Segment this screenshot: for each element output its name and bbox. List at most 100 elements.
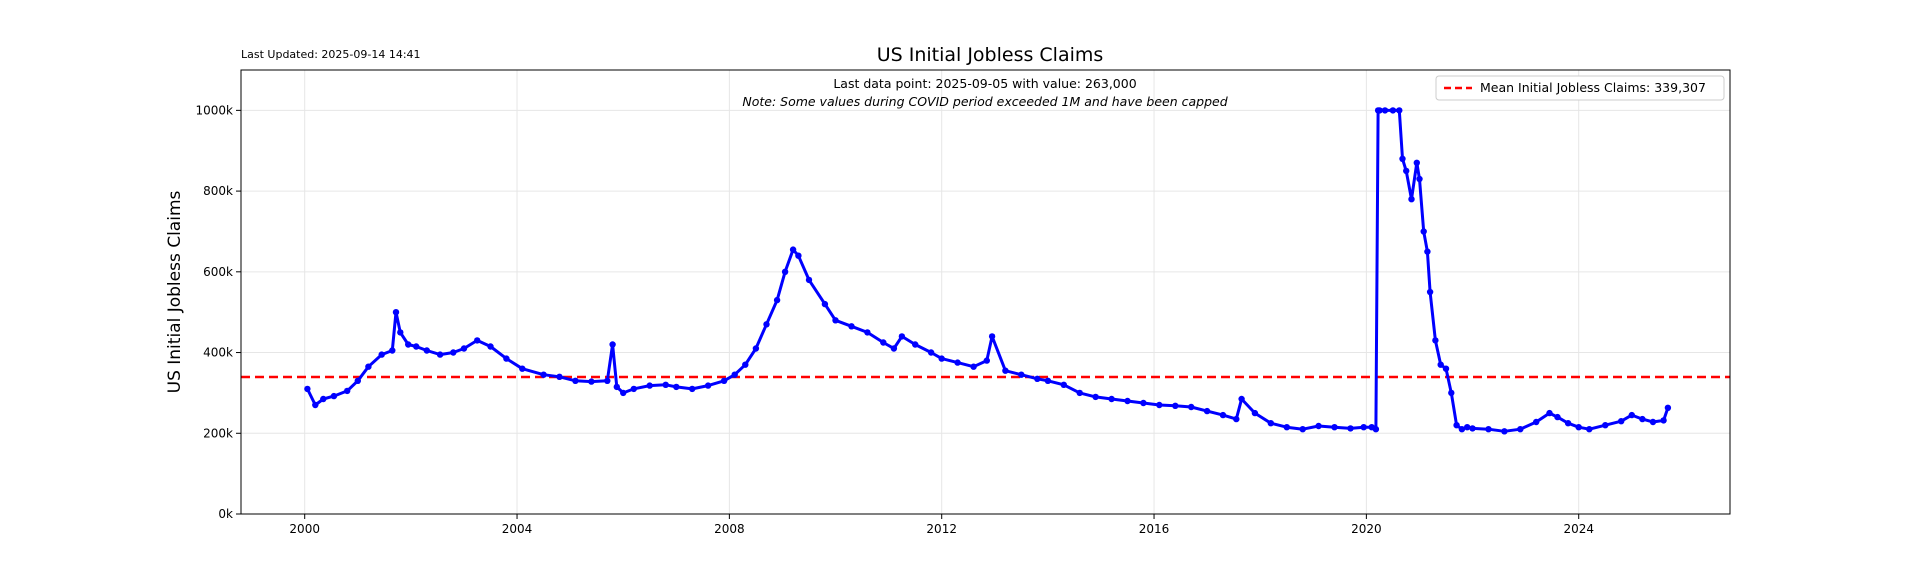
x-axis: 2000 2004 2008 2012 2016 2020 2024 <box>289 514 1594 536</box>
data-point <box>1432 337 1439 344</box>
data-point <box>1172 402 1179 409</box>
data-point <box>354 377 361 384</box>
data-point <box>720 377 728 384</box>
data-point <box>1416 175 1423 183</box>
x-tick-label: 2016 <box>1139 522 1170 536</box>
data-point <box>487 343 494 350</box>
data-point <box>1628 411 1636 419</box>
plot-frame <box>240 69 1731 515</box>
data-point <box>1233 415 1240 423</box>
data-point <box>613 383 620 391</box>
data-point <box>365 363 372 370</box>
data-point <box>572 377 579 384</box>
data-point <box>1238 395 1245 403</box>
data-point <box>312 401 319 409</box>
data-point <box>1188 403 1195 411</box>
data-point <box>1602 422 1609 429</box>
data-point <box>1448 389 1455 397</box>
data-point <box>1564 420 1572 427</box>
legend: Mean Initial Jobless Claims: 339,307 <box>1435 75 1725 101</box>
data-point <box>805 276 813 284</box>
data-point <box>413 343 420 350</box>
data-point <box>832 317 839 324</box>
data-point <box>1469 425 1476 432</box>
data-point <box>789 246 797 253</box>
data-point <box>1376 107 1383 114</box>
data-point <box>781 268 789 275</box>
data-point <box>1347 425 1354 432</box>
data-point <box>1124 397 1131 405</box>
data-point <box>1299 426 1306 433</box>
data-point <box>763 321 770 328</box>
last-updated-label: Last Updated: 2025-09-14 14:41 <box>241 48 421 61</box>
data-point <box>330 392 338 400</box>
data-point <box>1156 401 1163 409</box>
data-point <box>1315 422 1322 430</box>
y-tick-label: 800k <box>203 184 233 198</box>
data-point <box>983 357 990 364</box>
data-point <box>503 355 510 362</box>
data-point <box>704 382 712 389</box>
data-point <box>938 355 945 362</box>
data-point <box>1331 424 1338 431</box>
data-point <box>970 363 977 370</box>
data-point <box>1575 424 1582 431</box>
data-point <box>1517 426 1524 433</box>
data-point <box>389 347 396 354</box>
last-data-point-annotation: Last data point: 2025-09-05 with value: … <box>833 76 1136 91</box>
data-point <box>460 345 468 352</box>
data-point <box>1464 424 1471 431</box>
data-point <box>1002 367 1009 374</box>
data-point <box>773 296 781 304</box>
data-point <box>673 383 680 391</box>
data-point <box>1586 426 1593 433</box>
data-point <box>1372 426 1380 433</box>
data-point <box>1442 365 1450 372</box>
data-point <box>540 371 547 378</box>
data-point <box>1533 418 1540 426</box>
data-point <box>1660 417 1667 424</box>
data-point <box>1399 155 1406 162</box>
data-point <box>890 345 898 352</box>
data-point <box>742 361 749 368</box>
data-point <box>662 381 669 388</box>
covid-cap-note: Note: Some values during COVID period ex… <box>742 94 1227 109</box>
data-point <box>405 341 412 348</box>
y-tick-label: 0k <box>218 507 233 521</box>
data-point <box>1076 389 1083 397</box>
legend-box <box>1435 75 1725 101</box>
data-point <box>436 351 444 358</box>
data-point <box>609 341 616 348</box>
data-point <box>378 351 385 358</box>
data-point <box>1501 428 1508 435</box>
data-point <box>1639 415 1646 423</box>
y-axis-label: US Initial Jobless Claims <box>165 190 185 393</box>
data-point <box>795 252 802 259</box>
data-point <box>1485 426 1492 433</box>
legend-mean-label: Mean Initial Jobless Claims: 339,307 <box>1480 80 1706 95</box>
data-point <box>898 333 906 340</box>
data-point <box>1092 393 1099 401</box>
data-point <box>954 359 961 366</box>
data-point <box>304 385 311 393</box>
data-point <box>392 309 400 316</box>
data-point <box>1437 361 1444 368</box>
data-point <box>1649 418 1657 426</box>
data-point <box>864 329 871 336</box>
data-point <box>1426 288 1434 296</box>
data-point <box>344 387 351 395</box>
data-point <box>1413 159 1421 166</box>
data-point <box>1044 377 1052 384</box>
data-point <box>646 382 653 389</box>
y-tick-label: 600k <box>203 265 233 279</box>
data-point <box>1034 375 1041 382</box>
series-group <box>304 107 1672 435</box>
data-point <box>1108 395 1115 403</box>
data-point <box>423 347 430 354</box>
data-point <box>912 341 919 348</box>
data-point <box>988 333 996 340</box>
data-point <box>320 395 327 403</box>
data-point <box>1060 381 1068 388</box>
data-point <box>1018 371 1025 378</box>
